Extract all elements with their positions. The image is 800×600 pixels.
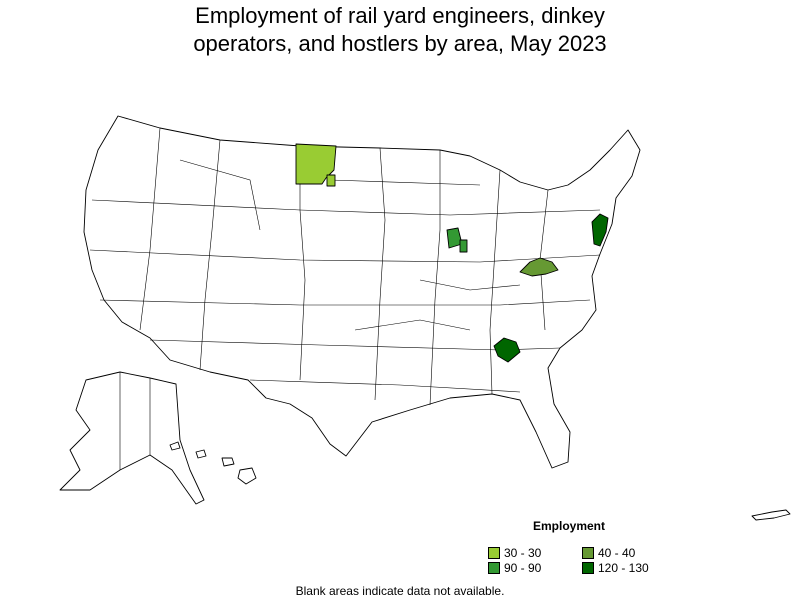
hawaii-islands — [169, 441, 257, 485]
legend-label: 90 - 90 — [504, 561, 542, 575]
new-jersey-new-york-area — [591, 213, 609, 247]
legend-swatch — [582, 547, 594, 559]
map-title-line-1: Employment of rail yard engineers, dinke… — [195, 3, 605, 28]
map-title-line-2: operators, and hostlers by area, May 202… — [193, 31, 607, 56]
blank-areas-note: Blank areas indicate data not available. — [295, 584, 505, 598]
legend-item-120-130: 120 - 130 — [582, 561, 649, 575]
legend-item-40-40: 40 - 40 — [582, 546, 635, 560]
north-dakota-nonmetro-area — [295, 143, 337, 185]
north-dakota-nonmetro-area-small — [326, 174, 336, 187]
legend-swatch — [488, 547, 500, 559]
alaska-divider — [119, 372, 151, 470]
legend-item-30-30: 30 - 30 — [488, 546, 541, 560]
central-indiana-area-small — [459, 239, 468, 253]
legend-item-90-90: 90 - 90 — [488, 561, 541, 575]
legend-label: 30 - 30 — [504, 546, 542, 560]
kentucky-west-virginia-area — [519, 257, 559, 277]
legend-label: 120 - 130 — [598, 561, 649, 575]
legend-title: Employment — [533, 519, 606, 533]
legend-swatch — [488, 562, 500, 574]
alaska-outline — [59, 371, 205, 505]
contiguous-us-outline — [83, 115, 641, 469]
legend-swatch — [582, 562, 594, 574]
legend-label: 40 - 40 — [598, 546, 636, 560]
atlanta-georgia-area — [493, 337, 521, 363]
puerto-rico-outline — [751, 509, 791, 521]
map-title: Employment of rail yard engineers, dinke… — [0, 2, 800, 58]
